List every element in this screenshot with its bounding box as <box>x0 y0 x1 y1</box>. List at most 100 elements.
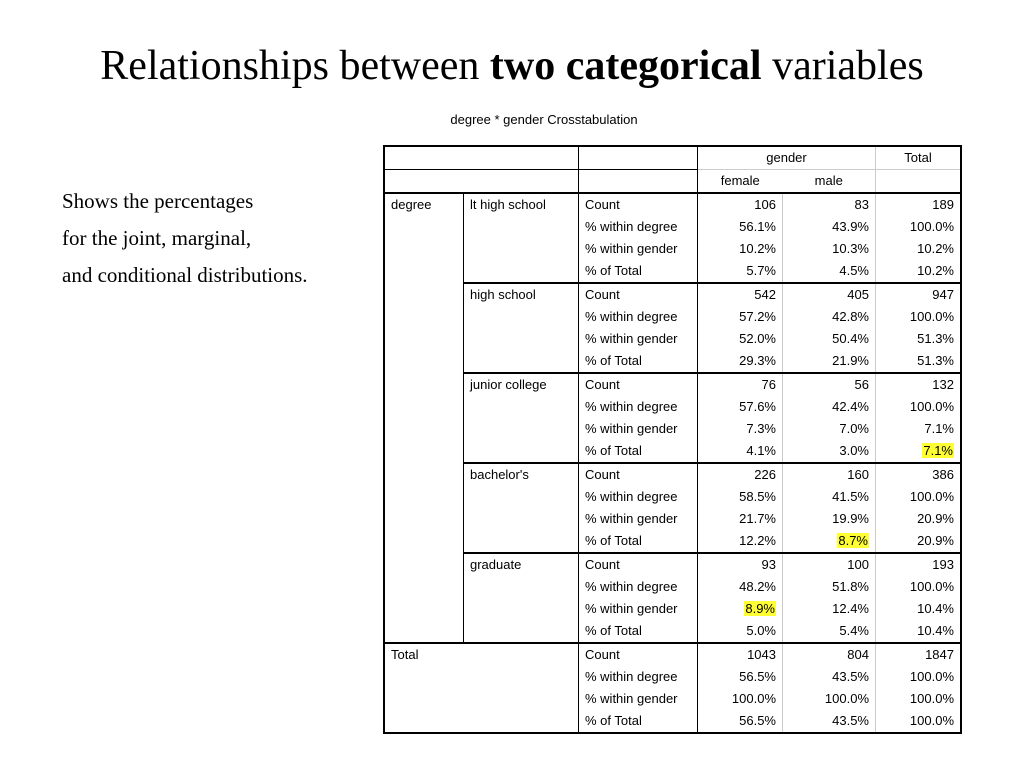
cell-value: 43.5% <box>832 669 869 684</box>
male-cell: 160 <box>782 462 876 486</box>
header-blank-1 <box>383 145 579 170</box>
male-cell-highlighted: 8.7% <box>782 530 876 553</box>
stat-label: % of Total <box>578 260 698 283</box>
title-bold-part: two categorical <box>489 43 762 89</box>
male-cell: 50.4% <box>782 328 876 350</box>
cell-value: 100.0% <box>909 219 954 234</box>
total-cell: 132 <box>875 372 961 396</box>
header-blank-2 <box>578 145 698 170</box>
total-row: Total Count 1043 804 1847 <box>384 642 961 666</box>
stat-label: % within gender <box>578 598 698 620</box>
cell-value: 5.4% <box>839 623 869 638</box>
blank-cell <box>384 238 464 260</box>
stat-label: % within degree <box>578 216 698 238</box>
blank-cell <box>384 688 464 710</box>
blank-cell <box>463 418 579 440</box>
male-cell: 43.9% <box>782 216 876 238</box>
male-cell: 56 <box>782 372 876 396</box>
blank-cell <box>384 598 464 620</box>
cell-value: 52.0% <box>739 331 776 346</box>
cell-value: 57.2% <box>739 309 776 324</box>
cell-value: 51.3% <box>917 331 954 346</box>
male-cell: 100.0% <box>782 688 876 710</box>
group-label: bachelor's <box>463 462 579 486</box>
stat-label: Count <box>578 462 698 486</box>
blank-cell <box>384 710 464 733</box>
female-cell: 56.5% <box>697 666 783 688</box>
cell-value: 1847 <box>925 647 954 662</box>
total-cell: 100.0% <box>876 486 962 508</box>
table-row: bachelor's Count 226 160 386 <box>384 462 961 486</box>
stat-label: % within degree <box>578 666 698 688</box>
header-blank-5 <box>875 169 961 194</box>
cell-value: 29.3% <box>739 353 776 368</box>
female-cell: 58.5% <box>697 486 783 508</box>
cell-value: 4.5% <box>839 263 869 278</box>
female-cell: 29.3% <box>697 350 783 373</box>
cell-value: 10.2% <box>917 263 954 278</box>
cell-value: 7.3% <box>746 421 776 436</box>
side-text: Shows the percentages for the joint, mar… <box>62 183 308 294</box>
male-cell: 4.5% <box>782 260 876 283</box>
table-row: % of Total 29.3% 21.9% 51.3% <box>384 350 961 373</box>
total-cell: 947 <box>875 282 961 306</box>
total-label: Total <box>384 642 464 666</box>
cell-value: 100 <box>847 557 869 572</box>
stat-label: % of Total <box>578 350 698 373</box>
header-row-2: female male <box>383 169 961 194</box>
table-row: % within degree 57.2% 42.8% 100.0% <box>384 306 961 328</box>
blank-cell <box>463 710 579 733</box>
total-cell: 189 <box>875 192 961 216</box>
total-cell: 7.1% <box>876 418 962 440</box>
table-row: % within gender 52.0% 50.4% 51.3% <box>384 328 961 350</box>
cell-value: 20.9% <box>917 533 954 548</box>
stat-label: Count <box>578 552 698 576</box>
cell-value: 1043 <box>747 647 776 662</box>
total-cell: 10.4% <box>876 620 962 643</box>
cell-value: 51.3% <box>917 353 954 368</box>
total-cell: 51.3% <box>876 328 962 350</box>
cell-value: 76 <box>761 377 776 392</box>
blank-cell <box>463 216 579 238</box>
crosstab-table: gender Total female male degree lt high s… <box>383 145 962 734</box>
male-cell: 405 <box>782 282 876 306</box>
header-total: Total <box>875 146 961 170</box>
cell-value: 42.8% <box>832 309 869 324</box>
cell-value: 189 <box>932 197 954 212</box>
blank-cell <box>463 440 579 463</box>
stat-label: % within gender <box>578 328 698 350</box>
cell-value: 58.5% <box>739 489 776 504</box>
group-label: lt high school <box>463 192 579 216</box>
male-cell: 21.9% <box>782 350 876 373</box>
total-cell: 100.0% <box>876 216 962 238</box>
female-cell: 100.0% <box>697 688 783 710</box>
row-var-label: degree <box>384 192 464 216</box>
male-cell: 804 <box>782 642 876 666</box>
cell-value: 8.7% <box>837 533 869 548</box>
cell-value: 947 <box>932 287 954 302</box>
cell-value: 132 <box>932 377 954 392</box>
female-cell: 48.2% <box>697 576 783 598</box>
table-row: % of Total 5.0% 5.4% 10.4% <box>384 620 961 643</box>
cell-value: 93 <box>761 557 776 572</box>
cell-value: 10.4% <box>917 601 954 616</box>
stat-label: Count <box>578 642 698 666</box>
cell-value: 4.1% <box>746 443 776 458</box>
cell-value: 100.0% <box>909 713 954 728</box>
blank-cell <box>463 350 579 373</box>
total-cell: 20.9% <box>876 508 962 530</box>
total-cell: 10.2% <box>876 238 962 260</box>
cell-value: 43.5% <box>832 713 869 728</box>
female-cell: 7.3% <box>697 418 783 440</box>
side-line-3: and conditional distributions. <box>62 263 308 287</box>
male-cell: 42.8% <box>782 306 876 328</box>
group-label: high school <box>463 282 579 306</box>
cell-value: 804 <box>847 647 869 662</box>
total-cell: 386 <box>875 462 961 486</box>
blank-cell <box>463 530 579 553</box>
cell-value: 7.1% <box>922 443 954 458</box>
blank-cell <box>384 620 464 643</box>
total-cell: 193 <box>875 552 961 576</box>
female-cell: 226 <box>697 462 783 486</box>
female-cell: 57.6% <box>697 396 783 418</box>
